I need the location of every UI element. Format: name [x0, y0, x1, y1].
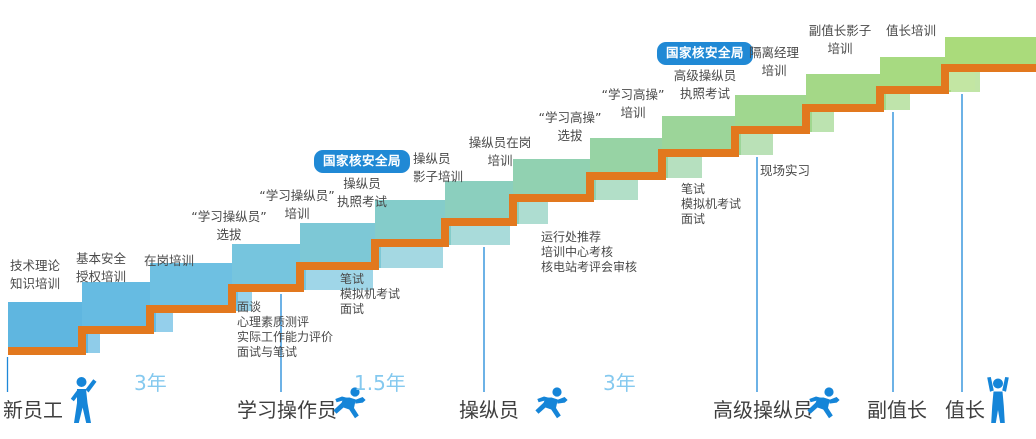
stair-step-tab — [668, 157, 702, 178]
stair-step — [945, 72, 975, 90]
stair-step-tab — [741, 134, 773, 155]
stair-step-tab — [886, 94, 910, 110]
stair-step-tab — [812, 112, 834, 132]
stair-step-tab — [451, 226, 510, 245]
stair-step-tab — [88, 334, 100, 353]
stair-step-tab — [238, 292, 252, 311]
stair-step-tab — [949, 72, 975, 90]
stair-step-tab — [381, 247, 443, 268]
stair-step-tab — [306, 270, 373, 290]
stair-step-tab — [156, 313, 173, 332]
stair-step-tab — [519, 202, 548, 224]
stair-step-tab — [596, 180, 638, 200]
career-path-line — [8, 64, 1036, 355]
